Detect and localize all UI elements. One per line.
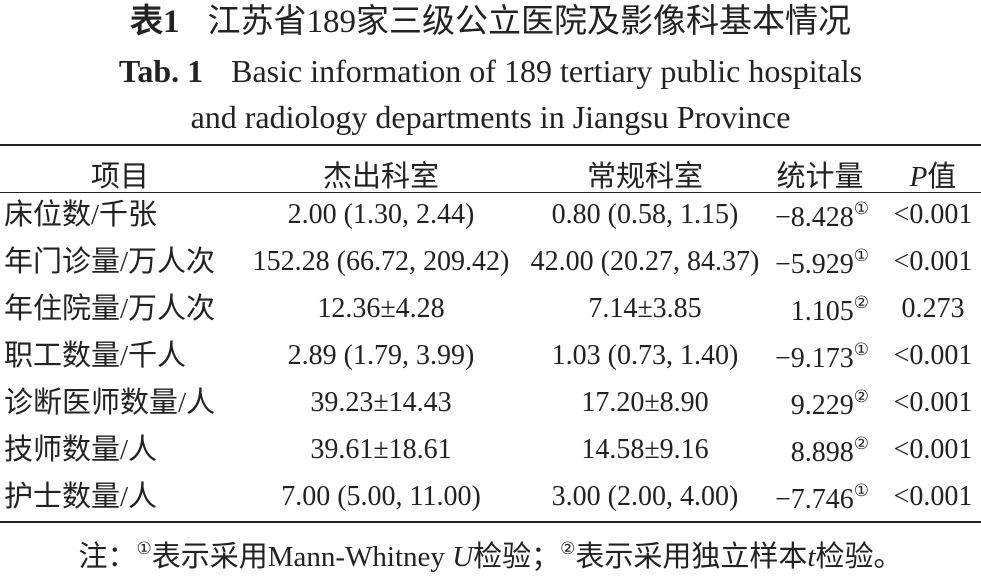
subtitle-line: Tab. 1 Basic information of 189 tertiary … <box>0 55 981 87</box>
stat-note: ② <box>853 293 869 312</box>
stat-cell: −5.929① <box>774 246 869 281</box>
stat-note: ② <box>853 434 869 453</box>
cell: 42.00 (20.27, 84.37) <box>530 246 760 277</box>
header-p-text: 值 <box>927 161 957 193</box>
row-item: 诊断医师数量/人 <box>4 387 216 419</box>
stat-value: −9.173 <box>774 343 854 374</box>
cell: 0.80 (0.58, 1.15) <box>551 199 739 230</box>
subtitle-text: and radiology departments in Jiangsu Pro… <box>190 99 791 135</box>
stat-cell: −9.173① <box>774 340 869 375</box>
stat-value: 1.105 <box>790 296 854 327</box>
stat-note: ① <box>853 481 869 500</box>
subtitle-label: Tab. 1 <box>118 53 204 89</box>
header-cell: 统计量 <box>776 161 864 193</box>
cell: <0.001 <box>893 340 973 371</box>
cell: 12.36±4.28 <box>317 293 445 324</box>
title: 表1 江苏省189家三级公立医院及影像科基本情况 <box>0 6 981 39</box>
stat-note: ① <box>853 199 869 218</box>
row-item: 职工数量/千人 <box>4 340 187 372</box>
stat-cell: 9.229② <box>790 387 869 422</box>
header-cell: 常规科室 <box>586 161 703 193</box>
stat-note: ② <box>853 387 869 406</box>
cell: <0.001 <box>893 387 973 418</box>
stat-cell: −7.746① <box>774 481 869 516</box>
cell: 2.00 (1.30, 2.44) <box>287 199 475 230</box>
cell: 39.61±18.61 <box>310 434 452 465</box>
header-cell: 项目 <box>90 161 149 193</box>
note: 注：①表示采用Mann-Whitney U检验；②表示采用独立样本t检验。 <box>0 540 981 572</box>
stat-value: 9.229 <box>790 390 854 421</box>
note-part: t <box>807 541 816 573</box>
row-item: 年门诊量/万人次 <box>4 246 216 278</box>
subtitle-text: Basic information of 189 tertiary public… <box>231 53 863 89</box>
cell: <0.001 <box>893 434 973 465</box>
cell: 2.89 (1.79, 3.99) <box>287 340 475 371</box>
header-cell: P值 <box>885 153 981 195</box>
cell: 39.23±14.43 <box>310 387 452 418</box>
title-label: 表1 <box>130 4 180 40</box>
note-part: 注： <box>78 541 137 573</box>
note-part: ① <box>136 539 152 558</box>
cell: 17.20±8.90 <box>581 387 709 418</box>
note-part: ② <box>560 539 576 558</box>
row-item: 护士数量/人 <box>4 481 158 513</box>
header-p-symbol: P <box>909 161 928 193</box>
title-text: 江苏省189家三级公立医院及影像科基本情况 <box>207 4 852 40</box>
cell: <0.001 <box>893 199 973 230</box>
cell: 14.58±9.16 <box>581 434 709 465</box>
cell: <0.001 <box>893 481 973 512</box>
stat-value: 8.898 <box>790 437 854 468</box>
cell: <0.001 <box>893 246 973 277</box>
header-rule <box>0 192 981 193</box>
stat-cell: 1.105② <box>790 293 869 328</box>
stat-value: −8.428 <box>774 202 854 233</box>
top-rule <box>0 144 981 146</box>
note-part: U <box>452 541 474 573</box>
header-cell: 杰出科室 <box>322 161 439 193</box>
stat-note: ① <box>853 340 869 359</box>
note-part: 表示采用独立样本 <box>575 541 808 573</box>
note-part: 检验。 <box>815 541 903 573</box>
cell: 7.00 (5.00, 11.00) <box>281 481 481 512</box>
cell: 0.273 <box>901 293 965 324</box>
row-item: 年住院量/万人次 <box>4 293 216 325</box>
bottom-rule <box>0 521 981 523</box>
stat-cell: −8.428① <box>774 199 869 234</box>
stat-value: −7.746 <box>774 484 854 515</box>
cell: 3.00 (2.00, 4.00) <box>551 481 739 512</box>
note-part: 检验； <box>473 541 561 573</box>
cell: 7.14±3.85 <box>588 293 702 324</box>
stat-note: ① <box>853 246 869 265</box>
stat-value: −5.929 <box>774 249 854 280</box>
note-part: 表示采用Mann-Whitney <box>151 541 453 573</box>
row-item: 床位数/千张 <box>4 199 158 231</box>
row-item: 技师数量/人 <box>4 434 158 466</box>
stat-cell: 8.898② <box>790 434 869 469</box>
cell: 1.03 (0.73, 1.40) <box>551 340 739 371</box>
cell: 152.28 (66.72, 209.42) <box>252 246 510 277</box>
